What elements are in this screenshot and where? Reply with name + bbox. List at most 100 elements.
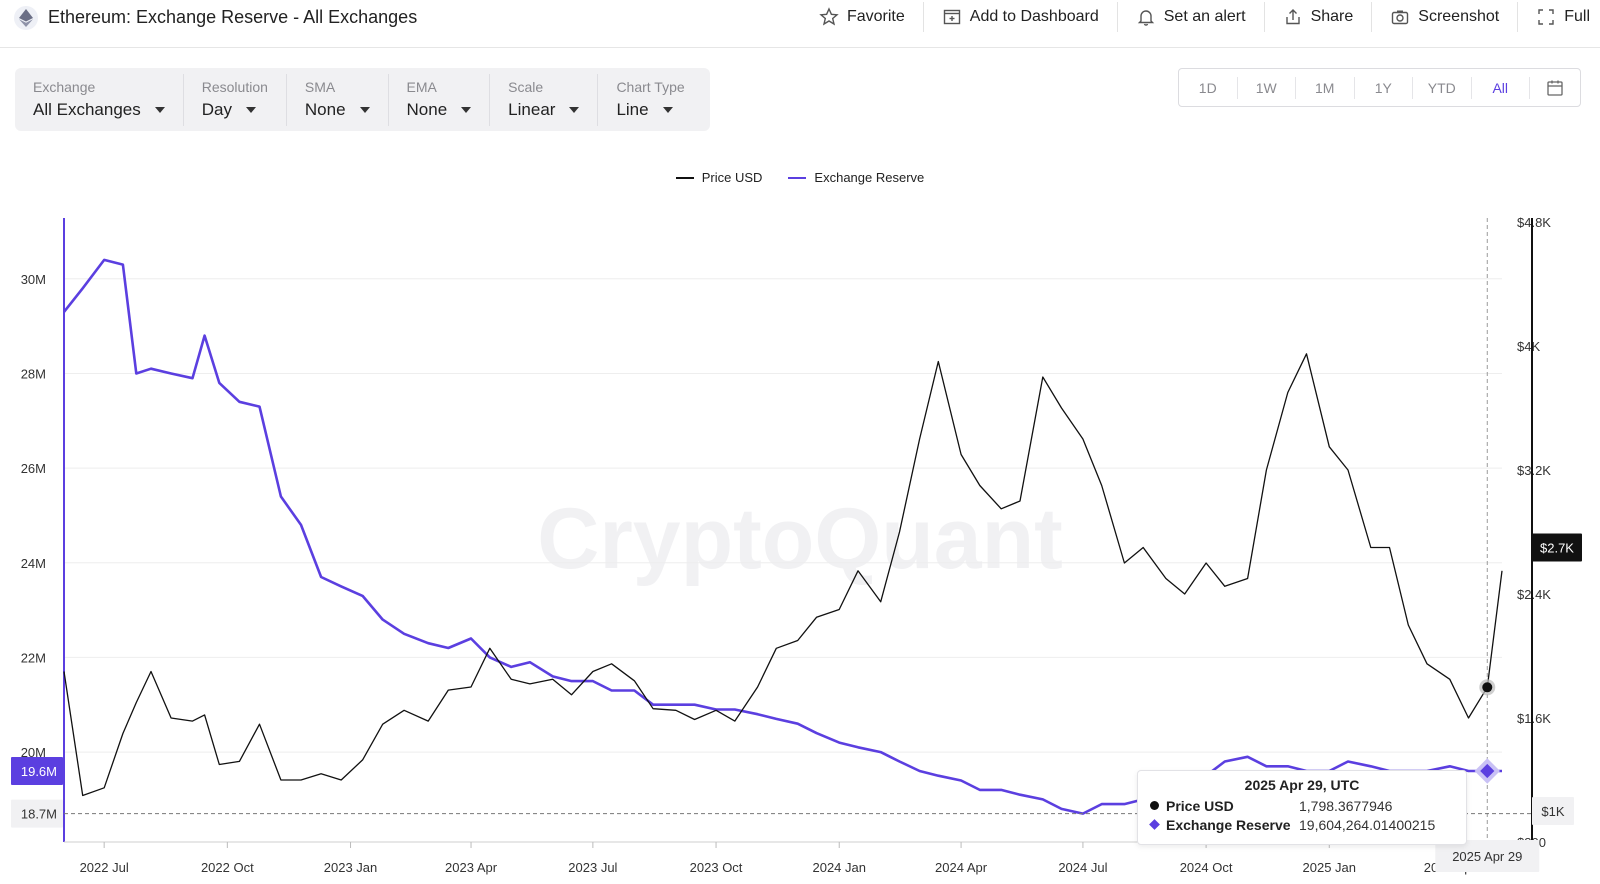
exchange-select[interactable]: Exchange All Exchanges [15,74,184,126]
x-tick-label: 2024 Apr [935,860,988,875]
scale-select-value: Linear [508,100,556,119]
y-left-tick-label: 24M [21,556,46,571]
left-min-badge: 18.7M [11,799,63,828]
scale-select-label: Scale [508,79,544,95]
left-current-badge-bg [11,757,63,786]
right-current-badge: $2.7K [1532,533,1582,562]
legend-swatch-price [675,176,694,179]
hover-tooltip: 2025 Apr 29, UTC Price USD 1,798.3677946… [1137,770,1467,845]
chart-type-select[interactable]: Chart Type Line [598,74,702,126]
y-left-tick-label: 26M [21,461,46,476]
x-axis: 2022 Jul 2022 Oct 2023 Jan 2023 Apr 2023 Jul… [64,841,1502,875]
exchange-select-label: Exchange [33,79,96,95]
share-label: Share [1310,8,1354,25]
resolution-select[interactable]: Resolution Day [184,74,287,126]
set-alert-button[interactable]: Set an alert [1118,2,1265,32]
share-button[interactable]: Share [1265,2,1373,32]
sma-select-label: SMA [304,79,336,95]
reserve-point-marker [1480,763,1495,779]
diamond-icon [1149,819,1160,830]
y-right-tick-label: $3.2K [1517,463,1551,478]
x-tick-label: 2022 Jul [80,860,129,875]
range-all-button[interactable]: All [1472,76,1530,99]
header-actions: Favorite Add to Dashboard Set an alert S… [801,0,1600,34]
add-to-dashboard-button[interactable]: Add to Dashboard [924,2,1118,32]
scale-select[interactable]: Scale Linear [490,74,599,126]
chevron-down-icon [359,107,370,113]
tooltip-reserve-label: Exchange Reserve [1166,816,1291,833]
y-left-tick-label: 22M [21,650,46,665]
x-tick-label: 2023 Jan [324,860,378,875]
range-ytd-button[interactable]: YTD [1413,76,1472,99]
legend-item-price[interactable]: Price USD [675,170,762,185]
page-header: Ethereum: Exchange Reserve - All Exchang… [0,0,1600,48]
calendar-icon [1547,80,1563,96]
ema-select-label: EMA [406,79,437,95]
x-tick-label: 2024 Jan [812,860,866,875]
grid-lines [64,278,1502,753]
watermark: CryptoQuant [537,491,1063,587]
legend-item-reserve[interactable]: Exchange Reserve [788,170,924,185]
chart-overlay: 19.6M 18.7M $2.7K $1K 2025 Apr 29 [11,218,1582,872]
range-1d-button[interactable]: 1D [1179,76,1238,99]
screenshot-button[interactable]: Screenshot [1372,2,1519,32]
right-min-badge-bg [1532,797,1574,825]
screenshot-label: Screenshot [1418,8,1500,25]
dashboard-add-icon [943,9,960,25]
fullscreen-icon [1538,9,1554,25]
chevron-down-icon [569,107,580,113]
x-tick-label: 2022 Oct [201,860,254,875]
range-1m-button[interactable]: 1M [1296,76,1355,99]
range-1w-button[interactable]: 1W [1238,76,1296,99]
range-1y-button[interactable]: 1Y [1355,76,1413,99]
tooltip-date: 2025 Apr 29, UTC [1244,777,1360,793]
circle-icon [1150,801,1159,810]
sma-select[interactable]: SMA None [287,74,389,126]
resolution-select-value: Day [201,100,232,119]
price-point-marker [1482,682,1493,693]
x-tick-label: 2023 Apr [445,860,498,875]
bell-icon [1137,10,1154,26]
share-icon [1285,9,1300,25]
legend-swatch-reserve [788,176,807,179]
fullscreen-label: Full [1564,8,1590,25]
star-icon [819,7,839,26]
sma-select-value: None [304,100,346,119]
x-tick-label: 2023 Oct [690,860,743,875]
x-tick-label: 2025 Jan [1303,860,1357,875]
left-current-badge: 19.6M [11,757,63,786]
chart-type-select-value: Line [616,100,649,119]
x-tick-label: 2024 Oct [1180,860,1233,875]
favorite-button[interactable]: Favorite [801,2,924,32]
x-cursor-badge: 2025 Apr 29 [1435,840,1540,872]
camera-icon [1392,10,1409,25]
chevron-down-icon [662,107,673,113]
tooltip-reserve-value: 19,604,264.01400215 [1299,816,1436,833]
calendar-button[interactable] [1530,79,1580,97]
time-range-selector: 1D 1W 1M 1Y YTD All [1178,68,1581,107]
fullscreen-button[interactable]: Full [1518,2,1600,32]
x-cursor-badge-label: 2025 Apr 29 [1452,849,1522,864]
ema-select-value: None [406,100,448,119]
right-min-badge: $1K [1532,797,1574,825]
y-left-tick-label: 30M [21,272,46,287]
chevron-down-icon [154,107,165,113]
legend-label-reserve: Exchange Reserve [814,170,925,185]
y-right-tick-label: $4K [1517,339,1540,354]
chart-type-select-label: Chart Type [616,79,685,95]
exchange-reserve-line [62,258,1502,815]
x-tick-label: 2024 Jul [1058,860,1107,875]
right-min-badge-label: $1K [1541,804,1564,819]
y-right-tick-label: $1.6K [1517,711,1551,726]
tooltip-price-label: Price USD [1166,797,1234,814]
left-current-badge-label: 19.6M [21,764,57,779]
series-lines [62,258,1503,815]
y-left-tick-label: 28M [21,366,46,381]
price-usd-line [63,353,1503,797]
ema-select[interactable]: EMA None [389,74,491,126]
exchange-select-value: All Exchanges [33,100,141,119]
left-min-badge-label: 18.7M [21,807,57,822]
y-right-tick-label: $4.8K [1517,215,1551,230]
chart-settings-toolbar: Exchange All Exchanges Resolution Day SM… [15,68,710,131]
